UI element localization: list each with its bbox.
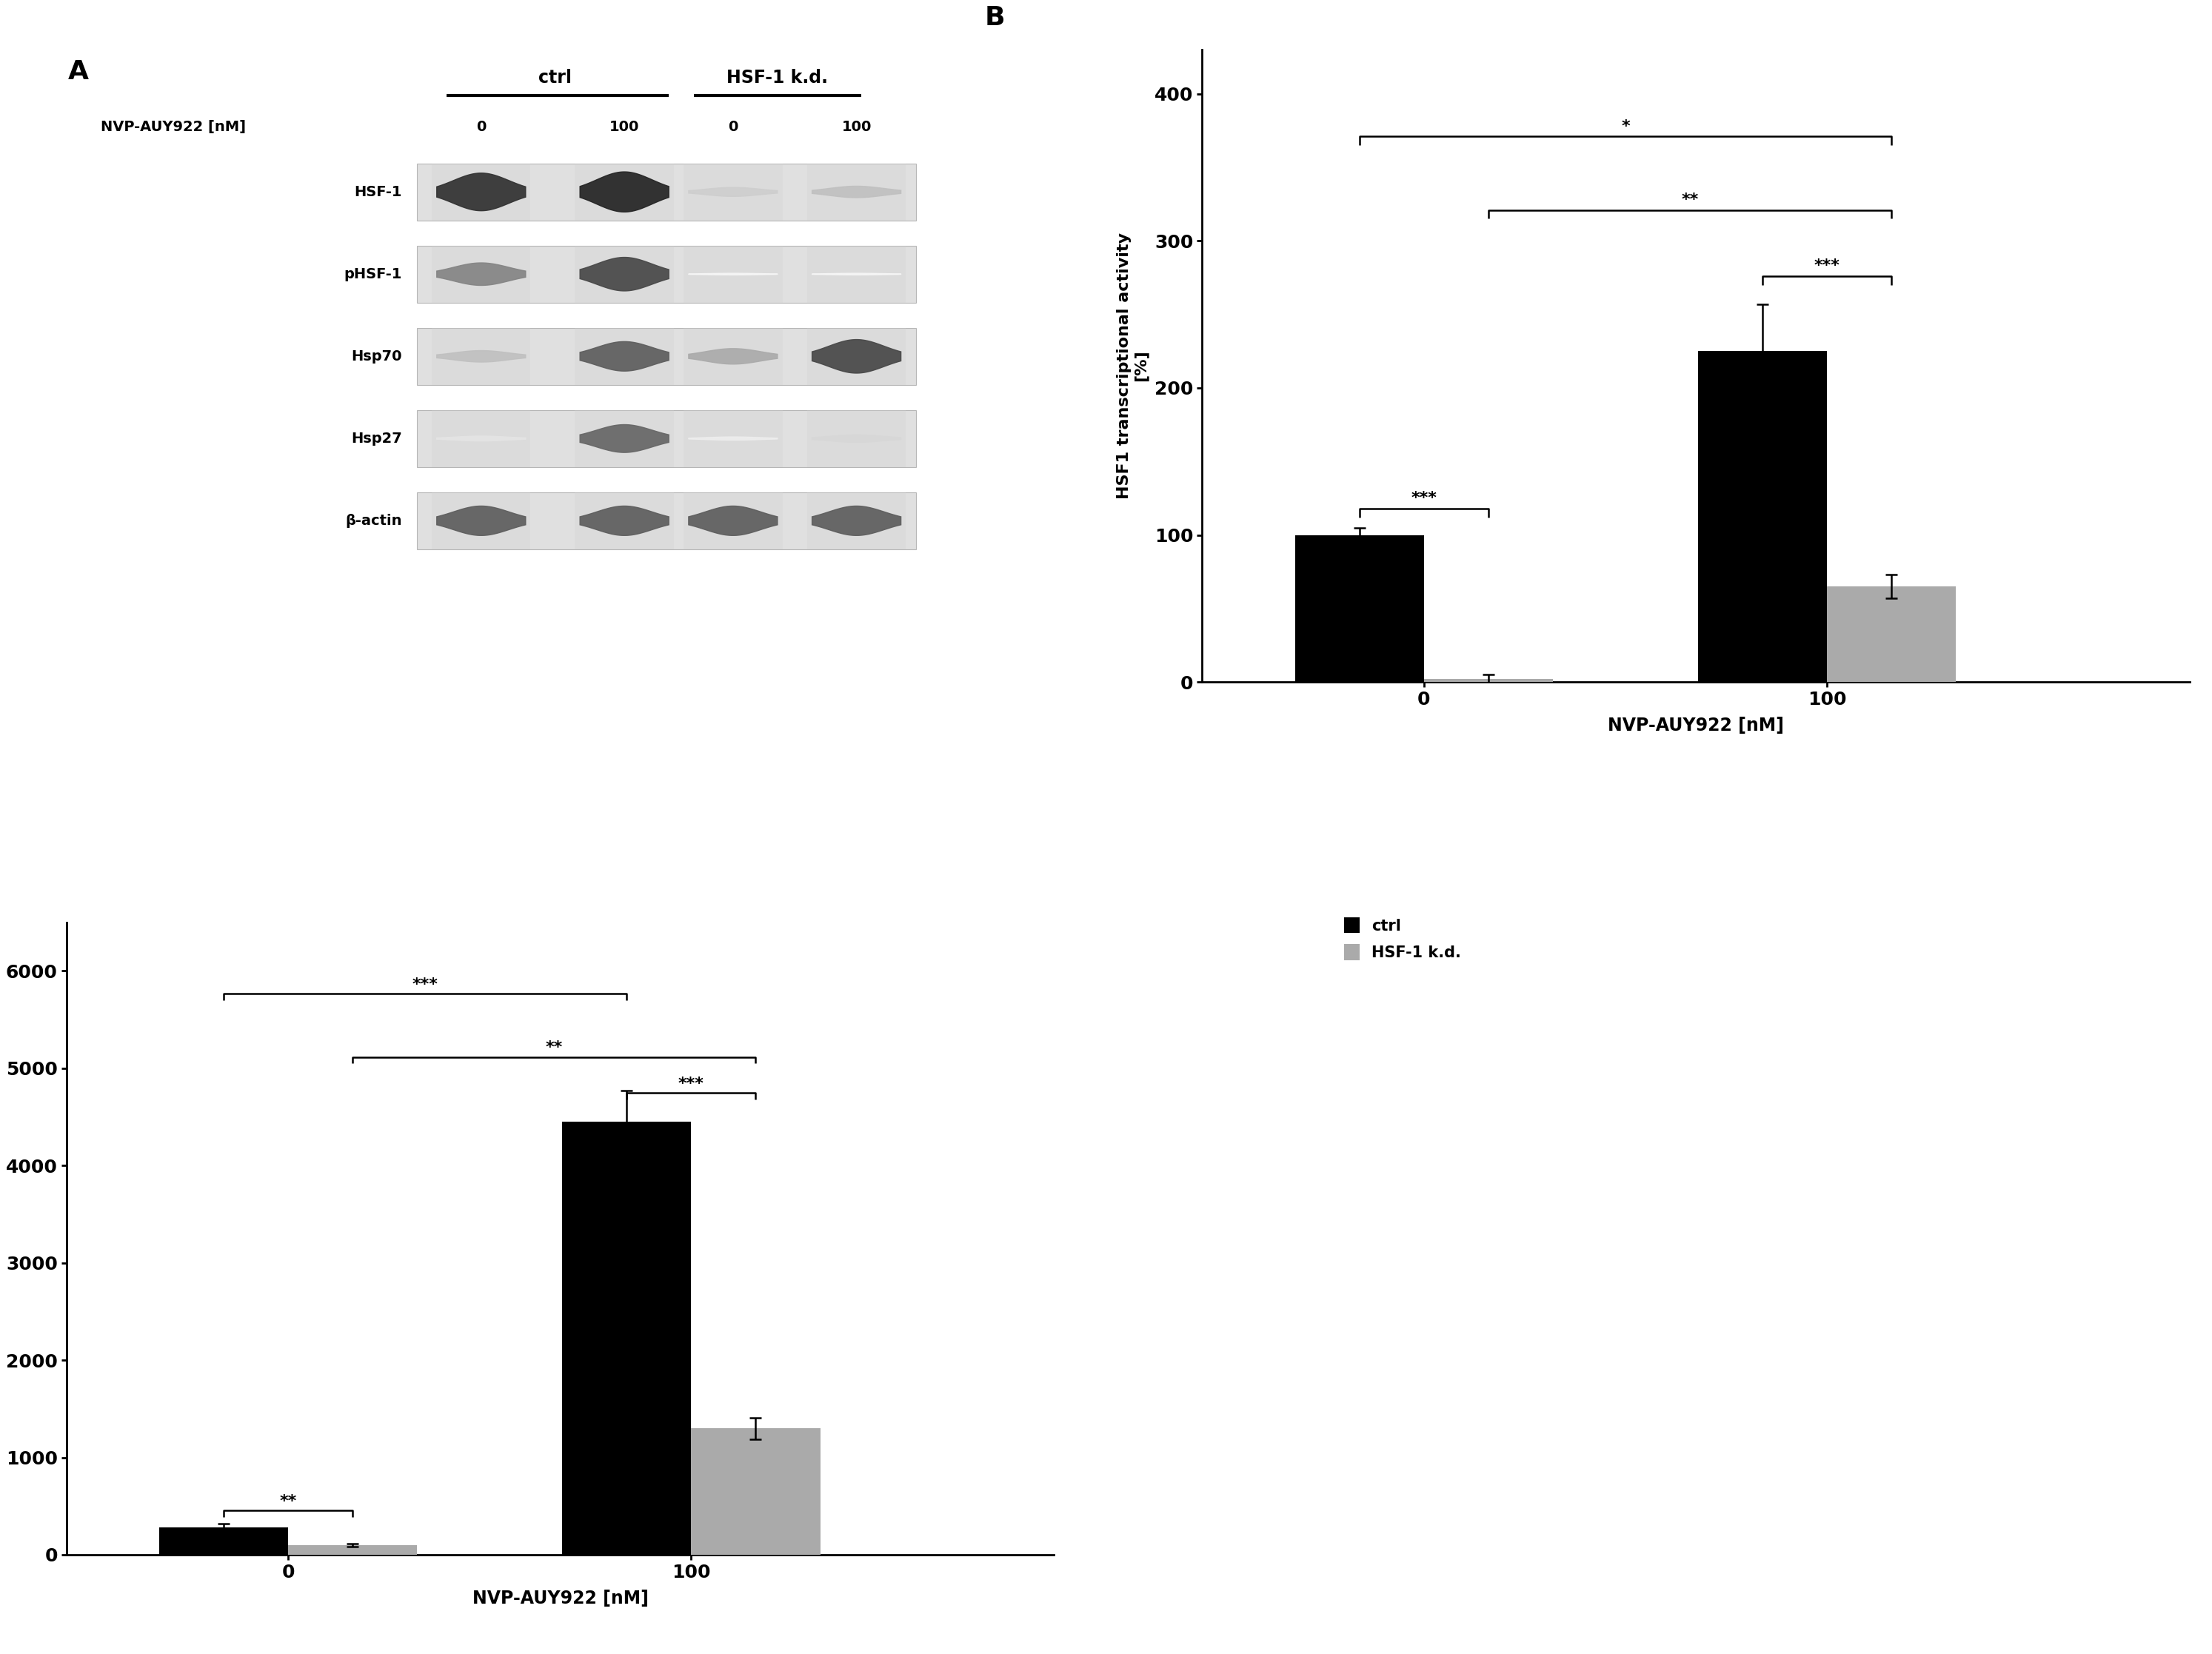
Bar: [431, 246, 531, 303]
Bar: [562, 1121, 690, 1555]
Polygon shape: [436, 174, 526, 210]
Text: ***: ***: [411, 978, 438, 992]
Text: HSF-1 k.d.: HSF-1 k.d.: [728, 69, 827, 88]
Text: 0: 0: [476, 119, 487, 134]
Text: ***: ***: [679, 1077, 703, 1092]
Text: HSF-1: HSF-1: [354, 185, 403, 198]
Text: Hsp27: Hsp27: [352, 432, 403, 445]
Text: B: B: [984, 5, 1004, 31]
Bar: [690, 1429, 821, 1555]
Bar: [1425, 680, 1553, 681]
Bar: [575, 246, 675, 303]
Bar: [1699, 351, 1827, 681]
Text: **: **: [1681, 192, 1699, 207]
Text: A: A: [69, 60, 88, 84]
Text: ***: ***: [1411, 491, 1438, 506]
Polygon shape: [580, 258, 668, 291]
X-axis label: NVP-AUY922 [nM]: NVP-AUY922 [nM]: [1608, 716, 1785, 734]
Polygon shape: [436, 351, 526, 362]
Polygon shape: [688, 437, 776, 440]
Y-axis label: HSF1 transcriptional activity
[%]: HSF1 transcriptional activity [%]: [1117, 233, 1148, 500]
Text: ctrl: ctrl: [538, 69, 573, 88]
Text: pHSF-1: pHSF-1: [345, 266, 403, 281]
Bar: [684, 493, 783, 549]
Bar: [684, 246, 783, 303]
Bar: [684, 410, 783, 466]
Polygon shape: [812, 339, 900, 374]
Bar: [684, 327, 783, 385]
Bar: [807, 493, 907, 549]
Bar: [575, 327, 675, 385]
Polygon shape: [436, 437, 526, 442]
Bar: [807, 164, 907, 220]
Text: **: **: [546, 1040, 562, 1055]
Text: *: *: [1621, 119, 1630, 134]
Bar: [431, 493, 531, 549]
Text: 100: 100: [841, 119, 872, 134]
Polygon shape: [812, 506, 900, 536]
Bar: [418, 410, 916, 466]
Bar: [575, 164, 675, 220]
Polygon shape: [436, 506, 526, 536]
X-axis label: NVP-AUY922 [nM]: NVP-AUY922 [nM]: [471, 1589, 648, 1608]
Bar: [575, 410, 675, 466]
Bar: [159, 1528, 288, 1555]
Bar: [288, 1545, 418, 1555]
Legend: ctrl, HSF-1 k.d.: ctrl, HSF-1 k.d.: [1345, 918, 1462, 961]
Bar: [418, 246, 916, 303]
Bar: [575, 493, 675, 549]
Text: Hsp70: Hsp70: [352, 349, 403, 364]
Text: **: **: [279, 1494, 296, 1508]
Polygon shape: [580, 172, 668, 212]
Polygon shape: [812, 435, 900, 442]
Polygon shape: [688, 506, 776, 536]
Bar: [807, 246, 907, 303]
Polygon shape: [436, 263, 526, 286]
Bar: [431, 327, 531, 385]
Text: 100: 100: [611, 119, 639, 134]
Bar: [431, 164, 531, 220]
Polygon shape: [580, 425, 668, 453]
Text: ***: ***: [1814, 258, 1840, 273]
Bar: [807, 327, 907, 385]
Bar: [684, 164, 783, 220]
Polygon shape: [580, 342, 668, 370]
Bar: [1827, 587, 1955, 681]
Text: NVP-AUY922 [nM]: NVP-AUY922 [nM]: [102, 119, 246, 134]
Bar: [1294, 534, 1425, 681]
Polygon shape: [688, 187, 776, 197]
Bar: [418, 327, 916, 385]
Bar: [431, 410, 531, 466]
Text: 0: 0: [728, 119, 739, 134]
Polygon shape: [580, 506, 668, 536]
Bar: [418, 164, 916, 220]
Bar: [807, 410, 907, 466]
Text: β-actin: β-actin: [345, 514, 403, 528]
Polygon shape: [688, 349, 776, 364]
Polygon shape: [812, 187, 900, 197]
Bar: [418, 493, 916, 549]
